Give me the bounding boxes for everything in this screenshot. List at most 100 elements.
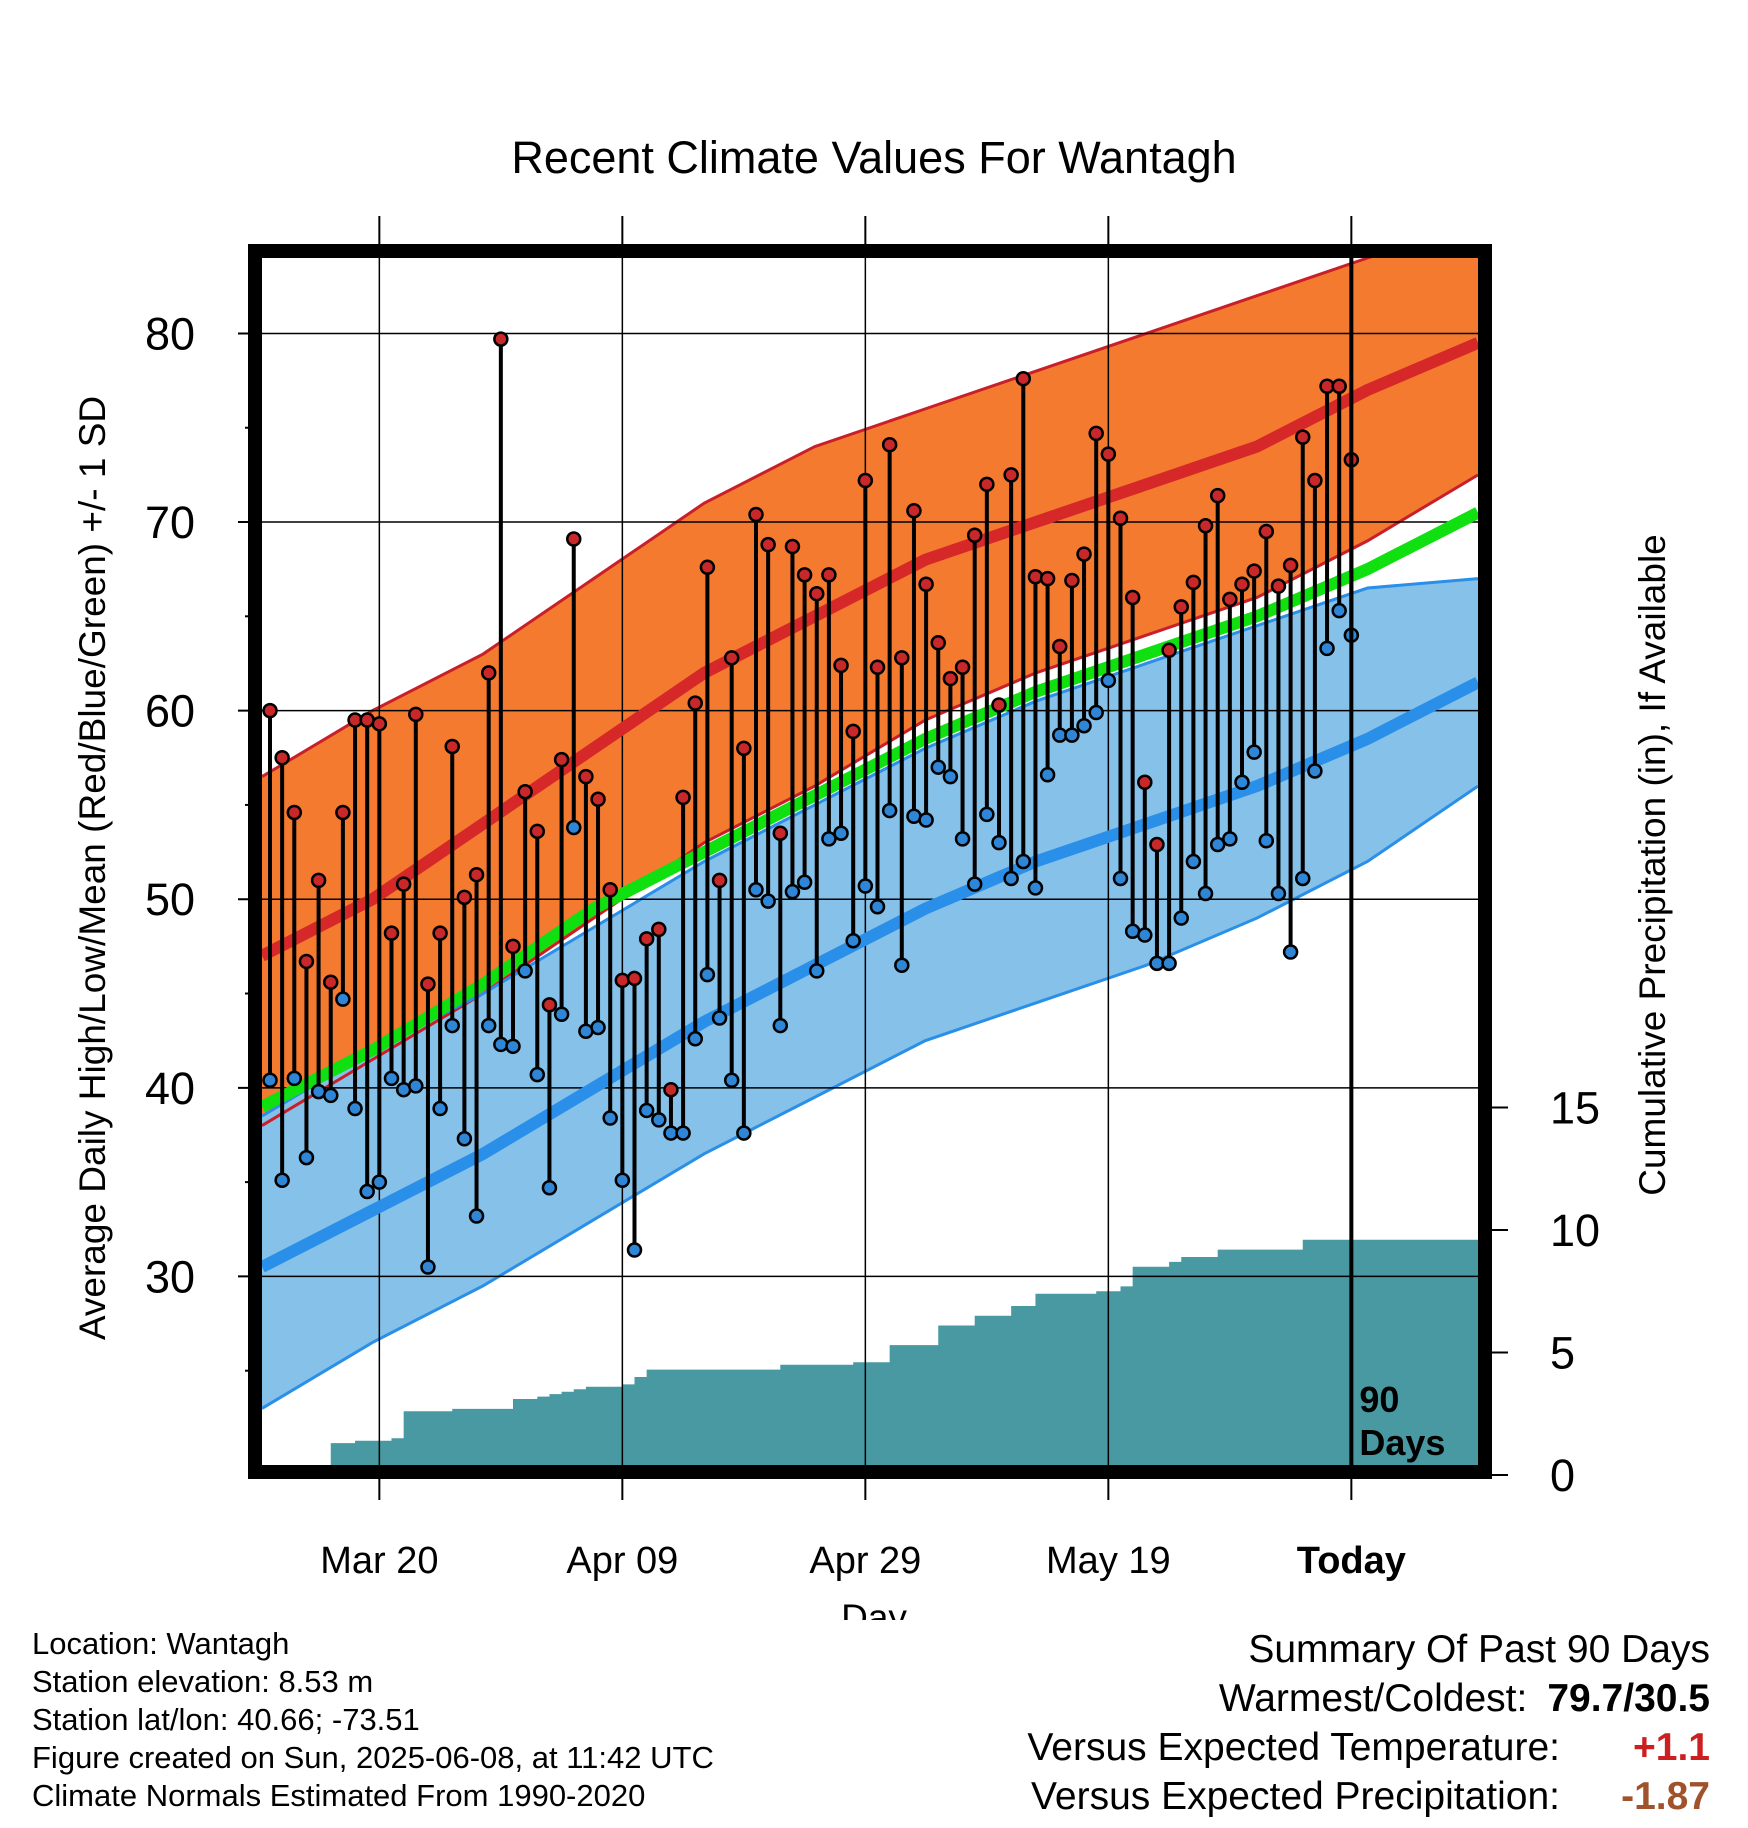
obs-high-point (1246, 563, 1262, 579)
obs-high-point (1149, 836, 1165, 853)
obs-low-point (1270, 885, 1287, 902)
obs-low-point (262, 1072, 278, 1089)
y-left-tick-label: 30 (145, 1251, 195, 1302)
obs-low-point (566, 819, 582, 836)
obs-low-point (1246, 744, 1262, 760)
high-mean-line (262, 337, 1478, 962)
obs-high-point (371, 716, 388, 732)
obs-low-point (626, 1242, 643, 1258)
summary-temp-row: Versus Expected Temperature: +1.1 (1027, 1723, 1710, 1772)
today-days-number: 90 (1359, 1379, 1399, 1420)
obs-low-point (821, 831, 837, 847)
obs-low-point (1209, 836, 1226, 853)
obs-high-point (578, 768, 594, 785)
obs-high-point (614, 972, 631, 989)
obs-high-point (1331, 378, 1347, 394)
low-mean-line (262, 676, 1478, 1273)
obs-high-point (857, 472, 874, 489)
obs-low-point (590, 1019, 606, 1036)
obs-high-point (651, 921, 667, 938)
obs-low-point (286, 1070, 303, 1087)
obs-high-point (323, 974, 339, 990)
obs-low-point (493, 1036, 509, 1053)
obs-high-point (626, 970, 643, 987)
obs-high-point (979, 476, 995, 493)
obs-low-point (1064, 727, 1080, 743)
y-right-tick-label: 5 (1550, 1328, 1575, 1379)
obs-high-point (821, 567, 837, 583)
y-left-tick-label: 50 (145, 874, 195, 925)
obs-low-point (894, 957, 910, 973)
obs-low-point (371, 1174, 388, 1190)
obs-high-point (675, 789, 691, 806)
obs-high-point (444, 738, 460, 755)
obs-low-point (1112, 870, 1129, 887)
obs-high-point (456, 889, 473, 906)
obs-high-point (784, 538, 801, 555)
obs-high-point (1234, 576, 1250, 593)
obs-high-point (286, 804, 303, 821)
obs-high-point (1295, 429, 1311, 445)
obs-high-point (954, 659, 971, 675)
precip-area (270, 1239, 1478, 1465)
obs-high-point (395, 876, 412, 892)
obs-high-point (1197, 518, 1214, 534)
y-right-tick-label: 15 (1550, 1083, 1600, 1134)
obs-low-point (1076, 717, 1092, 734)
temp-value: +1.1 (1633, 1726, 1710, 1769)
obs-low-point (359, 1183, 375, 1200)
obs-high-point (529, 823, 546, 840)
obs-low-point (1319, 640, 1335, 657)
obs-high-point (335, 804, 351, 821)
obs-low-point (687, 1031, 703, 1047)
obs-low-point (991, 834, 1007, 851)
obs-low-point (881, 802, 898, 819)
obs-low-point (298, 1149, 315, 1166)
obs-low-point (1222, 831, 1238, 847)
obs-high-point (1064, 572, 1080, 589)
obs-high-point (736, 740, 752, 757)
x-tick-label: Mar 20 (320, 1540, 438, 1582)
y-left-tick-label: 80 (145, 308, 195, 359)
obs-high-point (1173, 599, 1189, 615)
obs-high-point (663, 1081, 679, 1098)
obs-high-point (1088, 425, 1104, 442)
obs-high-point (772, 825, 789, 841)
obs-low-point (796, 874, 813, 890)
obs-low-point (918, 812, 934, 828)
obs-high-point (408, 706, 424, 723)
obs-low-point (833, 825, 849, 841)
summary-heading: Summary Of Past 90 Days (1248, 1628, 1710, 1671)
obs-low-point (602, 1110, 618, 1126)
y-left-tick-label: 70 (145, 497, 195, 548)
obs-low-point (638, 1102, 655, 1119)
obs-high-point (991, 697, 1007, 713)
obs-low-point (1161, 955, 1177, 972)
obs-low-point (869, 899, 886, 915)
climate-chart: Recent Climate Values For Wantagh 90Days… (72, 132, 1673, 1620)
obs-high-point (748, 506, 764, 523)
obs-low-point (517, 963, 533, 979)
info-location: Location: Wantagh (32, 1626, 290, 1661)
obs-high-point (1209, 487, 1226, 504)
obs-high-point (845, 723, 861, 740)
obs-high-point (809, 585, 825, 602)
obs-low-point (857, 878, 874, 894)
obs-low-point (845, 932, 861, 949)
obs-high-point (590, 791, 606, 808)
obs-high-point (493, 331, 509, 347)
obs-high-point (1100, 446, 1117, 462)
obs-low-point (480, 1017, 497, 1034)
plot-frame (248, 244, 1492, 1479)
obs-low-point (347, 1100, 363, 1117)
obs-low-point (420, 1259, 436, 1275)
obs-high-point (1270, 578, 1287, 594)
obs-low-point (675, 1125, 691, 1141)
info-elevation: Station elevation: 8.53 m (32, 1664, 374, 1699)
obs-high-point (881, 436, 898, 453)
obs-high-point (432, 925, 448, 941)
obs-high-point (723, 650, 740, 666)
obs-low-point (966, 876, 983, 892)
low-sd-band (262, 578, 1478, 1409)
